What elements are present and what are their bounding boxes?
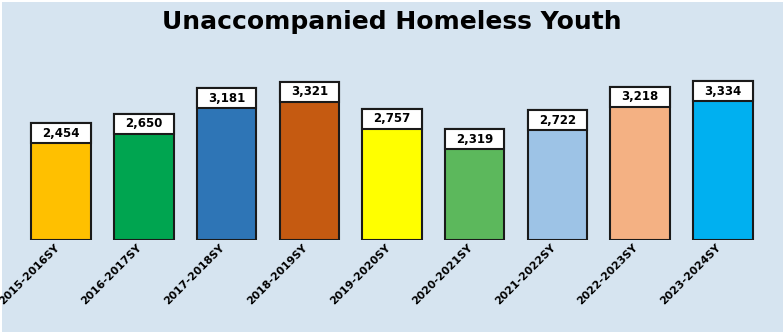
Bar [197,89,256,109]
Text: 3,218: 3,218 [622,90,659,103]
Bar [31,123,91,143]
Text: 3,321: 3,321 [291,85,328,98]
Text: 2,722: 2,722 [539,114,576,127]
Bar [362,109,422,129]
Bar [114,114,173,240]
Text: 2,454: 2,454 [42,127,80,140]
Bar [114,114,173,134]
Bar [445,130,504,240]
Text: 2,650: 2,650 [125,117,162,130]
Title: Unaccompanied Homeless Youth: Unaccompanied Homeless Youth [162,10,622,34]
Text: 3,181: 3,181 [208,92,245,105]
Bar [693,81,753,101]
Bar [280,82,339,240]
Bar [280,82,339,102]
Text: 2,757: 2,757 [373,112,411,125]
Bar [693,81,753,240]
Bar [445,130,504,150]
Bar [528,110,587,240]
Text: 3,334: 3,334 [704,85,742,98]
Text: 2,319: 2,319 [456,133,493,146]
Bar [197,89,256,240]
Bar [611,87,670,240]
Bar [611,87,670,107]
Bar [31,123,91,240]
Bar [528,110,587,130]
Bar [362,109,422,240]
